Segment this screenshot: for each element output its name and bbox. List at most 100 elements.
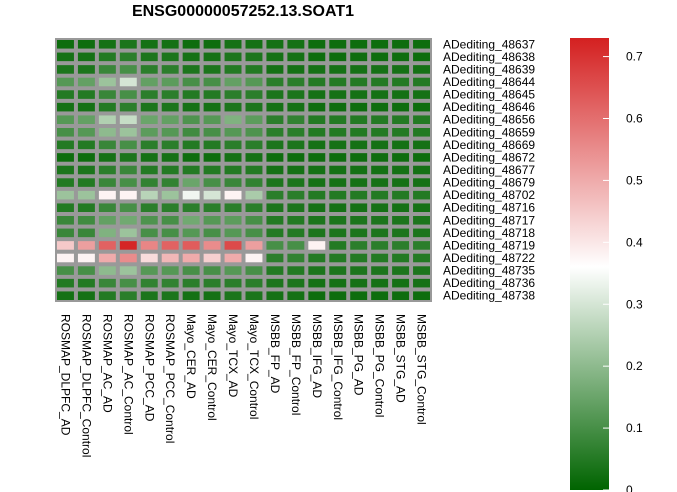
heatmap-cell	[413, 228, 430, 238]
heatmap-cell	[119, 102, 137, 112]
heatmap-cell	[203, 165, 221, 175]
row-label: ADediting_48659	[443, 125, 535, 139]
heatmap-cell	[161, 178, 179, 187]
heatmap-cell	[57, 216, 74, 225]
heatmap-cell	[57, 253, 74, 263]
row-label: ADediting_48639	[443, 62, 535, 76]
color-legend-ticks: 0 0.1 0.2 0.3 0.4 0.5 0.6 0.7	[603, 50, 643, 492]
heatmap-cell	[161, 102, 179, 112]
heatmap-cell	[350, 40, 368, 49]
heatmap-cell	[329, 128, 347, 137]
heatmap-cell	[161, 241, 179, 250]
heatmap-cell	[287, 52, 305, 62]
heatmap-cell	[266, 241, 284, 250]
heatmap-cell	[140, 128, 158, 137]
heatmap-cell	[161, 266, 179, 275]
heatmap-cell	[308, 253, 326, 263]
heatmap-cell	[140, 102, 158, 112]
row-label: ADediting_48644	[443, 75, 535, 89]
heatmap-cell	[392, 52, 410, 62]
heatmap-cell	[266, 128, 284, 137]
heatmap-cell	[413, 65, 430, 74]
heatmap-cell	[182, 40, 200, 49]
row-label: ADediting_48722	[443, 251, 535, 265]
row-label: ADediting_48645	[443, 88, 535, 102]
legend-tick-label: 0.1	[626, 421, 643, 435]
heatmap-cell	[413, 40, 430, 49]
heatmap-cell	[371, 128, 389, 137]
heatmap-cell	[98, 153, 116, 162]
heatmap-cell	[371, 190, 389, 200]
heatmap-cell	[350, 102, 368, 112]
heatmap-cell	[245, 165, 263, 175]
heatmap-cell	[224, 115, 242, 124]
heatmap-cell	[57, 266, 74, 275]
heatmap-cell	[266, 216, 284, 225]
heatmap-cell	[140, 77, 158, 87]
heatmap-cell	[161, 278, 179, 288]
row-label: ADediting_48672	[443, 150, 535, 164]
heatmap-cell	[287, 153, 305, 162]
column-label: ROSMAP_AC_AD	[100, 314, 114, 413]
heatmap-cell	[392, 40, 410, 49]
heatmap-cell	[413, 203, 430, 212]
heatmap-cell	[98, 128, 116, 137]
column-label: MSBB_IFG_AD	[310, 314, 324, 398]
heatmap-cell	[119, 90, 137, 99]
heatmap-cell	[77, 190, 95, 200]
column-label: ROSMAP_PCC_Control	[163, 314, 177, 443]
heatmap-cell	[392, 77, 410, 87]
heatmap-cell	[287, 216, 305, 225]
heatmap-cell	[413, 241, 430, 250]
heatmap-cell	[350, 128, 368, 137]
heatmap-cell	[119, 278, 137, 288]
heatmap-cell	[308, 102, 326, 112]
heatmap-cell	[371, 115, 389, 124]
heatmap-cell	[413, 266, 430, 275]
heatmap-cell	[329, 140, 347, 150]
legend-tick-label: 0.3	[626, 297, 643, 311]
heatmap-cell	[182, 216, 200, 225]
column-label: MSBB_FP_AD	[268, 314, 282, 394]
row-label: ADediting_48716	[443, 201, 535, 215]
heatmap-cell	[329, 90, 347, 99]
heatmap-cell	[413, 216, 430, 225]
heatmap-cell	[224, 40, 242, 49]
heatmap-cell	[371, 77, 389, 87]
heatmap-cell	[266, 178, 284, 187]
heatmap-cell	[203, 40, 221, 49]
heatmap-cell	[308, 153, 326, 162]
heatmap-cell	[77, 140, 95, 150]
heatmap-cell	[98, 115, 116, 124]
heatmap-cell	[287, 203, 305, 212]
heatmap-cell	[224, 291, 242, 300]
heatmap-cell	[140, 278, 158, 288]
heatmap-cell	[371, 153, 389, 162]
heatmap-cell	[98, 90, 116, 99]
heatmap-cell	[224, 165, 242, 175]
heatmap-cell	[350, 291, 368, 300]
heatmap-cell	[224, 266, 242, 275]
heatmap-cell	[329, 253, 347, 263]
heatmap-cell	[203, 153, 221, 162]
heatmap-cell	[98, 203, 116, 212]
heatmap-cell	[245, 278, 263, 288]
heatmap-cell	[182, 165, 200, 175]
heatmap-cell	[119, 216, 137, 225]
heatmap-cell	[98, 77, 116, 87]
heatmap-cell	[245, 253, 263, 263]
heatmap-cell	[308, 203, 326, 212]
heatmap-cell	[224, 253, 242, 263]
heatmap-cell	[329, 102, 347, 112]
heatmap-cell	[57, 102, 74, 112]
heatmap-cell	[350, 115, 368, 124]
heatmap-cell	[287, 178, 305, 187]
legend-tick-label: 0.2	[626, 359, 643, 373]
heatmap-cell	[140, 140, 158, 150]
heatmap-cell	[224, 90, 242, 99]
column-label: ROSMAP_DLPFC_Control	[79, 314, 93, 457]
heatmap-cell	[161, 128, 179, 137]
heatmap-cell	[413, 178, 430, 187]
heatmap-cell	[266, 140, 284, 150]
heatmap-cell	[413, 190, 430, 200]
